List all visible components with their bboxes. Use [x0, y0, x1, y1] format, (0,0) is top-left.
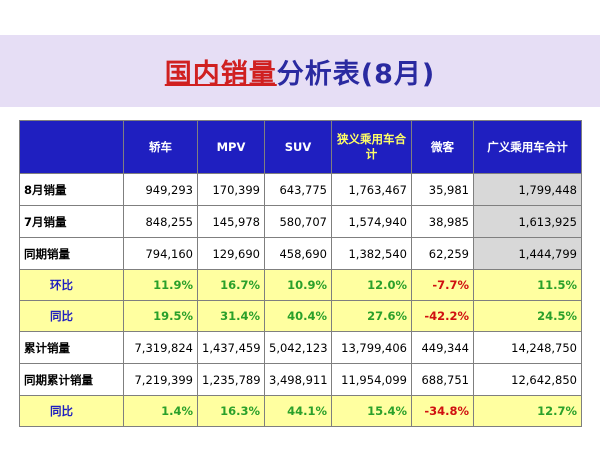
table-cell: 12,642,850 [473, 363, 582, 396]
table-cell: 145,978 [197, 205, 265, 238]
table-row: 同比 1.4% 16.3% 44.1% 15.4% -34.8% 12.7% [19, 395, 582, 427]
table-cell: 7,319,824 [123, 331, 198, 364]
title-rest: 分析表(8月) [276, 59, 436, 90]
table-cell: 38,985 [411, 205, 474, 238]
header-cell: 广义乘用车合计 [473, 120, 582, 174]
row-label: 同期累计销量 [19, 363, 124, 396]
header-cell: 轿车 [123, 120, 198, 174]
page-title: 国内销量分析表(8月) [0, 52, 600, 91]
table-row: 同期销量 794,160 129,690 458,690 1,382,540 6… [19, 237, 582, 270]
table-cell: 7,219,399 [123, 363, 198, 396]
table-cell: 1,574,940 [331, 205, 412, 238]
table-row: 累计销量 7,319,824 1,437,459 5,042,123 13,79… [19, 331, 582, 364]
title-band [0, 35, 600, 107]
table-cell: 40.4% [264, 300, 332, 332]
table-cell: 19.5% [123, 300, 198, 332]
table-cell: 13,799,406 [331, 331, 412, 364]
table-cell: 31.4% [197, 300, 265, 332]
table-row: 7月销量 848,255 145,978 580,707 1,574,940 3… [19, 205, 582, 238]
table-cell: -7.7% [411, 269, 474, 301]
table-cell: 688,751 [411, 363, 474, 396]
row-label: 环比 [19, 269, 124, 301]
table-cell: 1,437,459 [197, 331, 265, 364]
table-cell: 11.5% [473, 269, 582, 301]
table-cell: 11.9% [123, 269, 198, 301]
table-cell: 848,255 [123, 205, 198, 238]
table-cell: 643,775 [264, 173, 332, 206]
table-cell: 15.4% [331, 395, 412, 427]
table-cell: 1,799,448 [473, 173, 582, 206]
table-cell: 12.0% [331, 269, 412, 301]
sales-table-container: 轿车 MPV SUV 狭义乘用车合计 微客 广义乘用车合计 8月销量 949,2… [19, 120, 582, 427]
header-cell: MPV [197, 120, 265, 174]
table-row: 同期累计销量 7,219,399 1,235,789 3,498,911 11,… [19, 363, 582, 396]
table-cell: -34.8% [411, 395, 474, 427]
table-cell: 3,498,911 [264, 363, 332, 396]
table-cell: 16.3% [197, 395, 265, 427]
table-cell: 949,293 [123, 173, 198, 206]
table-cell: 1,382,540 [331, 237, 412, 270]
row-label: 同期销量 [19, 237, 124, 270]
table-cell: 129,690 [197, 237, 265, 270]
table-row: 同比 19.5% 31.4% 40.4% 27.6% -42.2% 24.5% [19, 300, 582, 332]
header-corner [19, 120, 124, 174]
sales-table: 轿车 MPV SUV 狭义乘用车合计 微客 广义乘用车合计 8月销量 949,2… [19, 120, 582, 427]
table-cell: 12.7% [473, 395, 582, 427]
table-cell: 170,399 [197, 173, 265, 206]
table-cell: 24.5% [473, 300, 582, 332]
table-cell: 458,690 [264, 237, 332, 270]
row-label: 7月销量 [19, 205, 124, 238]
header-cell: 微客 [411, 120, 474, 174]
table-cell: -42.2% [411, 300, 474, 332]
row-label: 同比 [19, 395, 124, 427]
row-label: 8月销量 [19, 173, 124, 206]
table-cell: 449,344 [411, 331, 474, 364]
table-row: 8月销量 949,293 170,399 643,775 1,763,467 3… [19, 173, 582, 206]
table-cell: 35,981 [411, 173, 474, 206]
table-cell: 62,259 [411, 237, 474, 270]
row-label: 累计销量 [19, 331, 124, 364]
row-label: 同比 [19, 300, 124, 332]
table-cell: 580,707 [264, 205, 332, 238]
header-row: 轿车 MPV SUV 狭义乘用车合计 微客 广义乘用车合计 [19, 120, 582, 174]
table-cell: 27.6% [331, 300, 412, 332]
table-cell: 14,248,750 [473, 331, 582, 364]
table-cell: 1,235,789 [197, 363, 265, 396]
header-cell: SUV [264, 120, 332, 174]
table-cell: 11,954,099 [331, 363, 412, 396]
table-cell: 1,763,467 [331, 173, 412, 206]
table-cell: 5,042,123 [264, 331, 332, 364]
table-cell: 44.1% [264, 395, 332, 427]
table-cell: 794,160 [123, 237, 198, 270]
table-row: 环比 11.9% 16.7% 10.9% 12.0% -7.7% 11.5% [19, 269, 582, 301]
table-cell: 1,444,799 [473, 237, 582, 270]
header-cell: 狭义乘用车合计 [331, 120, 412, 174]
table-cell: 1.4% [123, 395, 198, 427]
table-cell: 16.7% [197, 269, 265, 301]
table-cell: 10.9% [264, 269, 332, 301]
table-cell: 1,613,925 [473, 205, 582, 238]
title-highlight: 国内销量 [164, 59, 277, 90]
